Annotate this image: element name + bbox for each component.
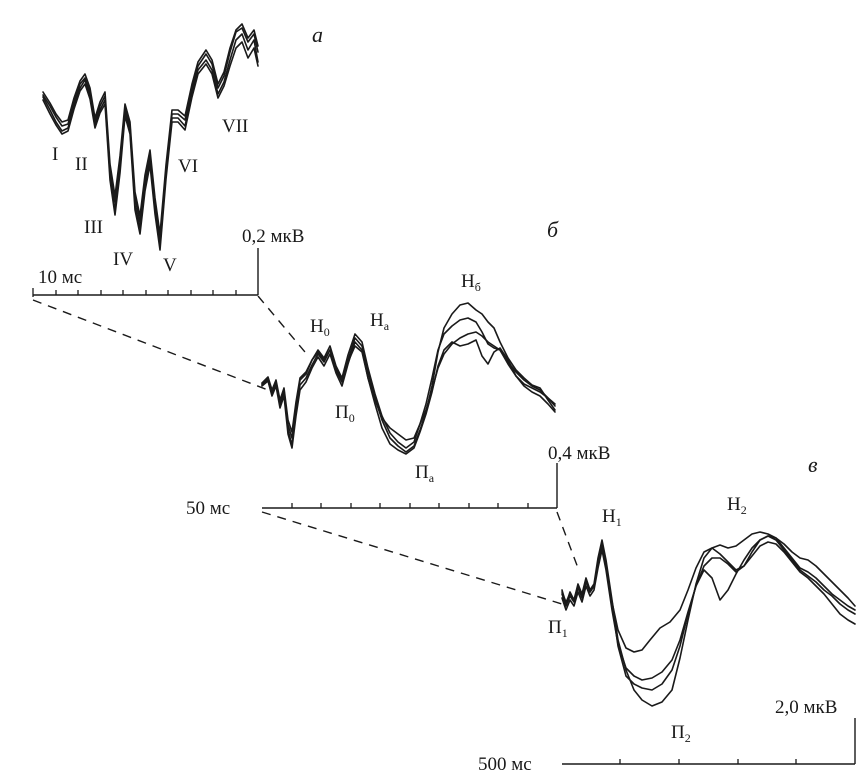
peak-label-Pa: Па <box>415 462 435 485</box>
panel-a-amp-label: 0,2 мкВ <box>242 226 304 247</box>
connector-a-b-right <box>257 295 306 353</box>
panel-b-letter: б <box>547 217 559 242</box>
peak-label-P2: П2 <box>671 722 691 745</box>
peak-label-V: V <box>163 255 177 276</box>
connector-b-c-left <box>261 511 563 605</box>
peak-label-II: II <box>75 154 88 175</box>
peak-label-P1: П1 <box>548 617 568 640</box>
peak-label-IV: IV <box>113 249 133 270</box>
panel-c-amp-label: 2,0 мкВ <box>775 697 837 718</box>
connector-b-c-right <box>556 511 579 569</box>
panel-c-trace-1 <box>561 531 856 707</box>
peak-label-N2: Н2 <box>727 494 747 517</box>
peak-label-N0: Н0 <box>310 316 330 339</box>
peak-label-I: I <box>52 144 58 165</box>
panel-b-trace-4 <box>261 331 556 441</box>
panel-b-trace-1 <box>261 302 556 453</box>
panel-c-trace-3 <box>561 535 856 681</box>
panel-a-time-label: 10 мс <box>38 267 82 288</box>
peak-label-Nb: Нб <box>461 271 481 294</box>
panel-b-amp-label: 0,4 мкВ <box>548 443 610 464</box>
panel-c-trace-4 <box>561 541 856 653</box>
panel-a: а I II III IV V VI VII 10 мс <box>32 22 323 297</box>
panel-b-traces <box>261 302 556 455</box>
peak-label-III: III <box>84 217 103 238</box>
peak-label-VII: VII <box>222 116 248 137</box>
peak-label-N1: Н1 <box>602 506 622 529</box>
peak-label-Na: На <box>370 310 390 333</box>
panel-a-traces <box>42 23 259 251</box>
panel-b-time-label: 50 мс <box>186 498 230 519</box>
panel-c: в Н1 Н2 П1 П2 500 мс 2,0 мкВ <box>478 452 856 773</box>
panel-a-trace-3 <box>42 41 259 251</box>
panel-c-ticks <box>619 759 797 764</box>
panel-c-time-label: 500 мс <box>478 754 532 773</box>
panel-a-letter: а <box>312 22 323 47</box>
panel-a-ticks <box>32 288 237 297</box>
panel-c-traces <box>561 531 856 707</box>
panel-c-letter: в <box>808 452 818 477</box>
peak-label-VI: VI <box>178 156 198 177</box>
panel-b: б Н0 На Нб П0 Па 50 мс 0,4 мкВ <box>186 217 610 519</box>
connector-a-b-left <box>32 299 269 391</box>
peak-label-P0: П0 <box>335 402 355 425</box>
panel-b-ticks <box>291 503 529 508</box>
panel-a-trace-4 <box>42 23 259 235</box>
panel-b-trace-3 <box>261 339 556 455</box>
